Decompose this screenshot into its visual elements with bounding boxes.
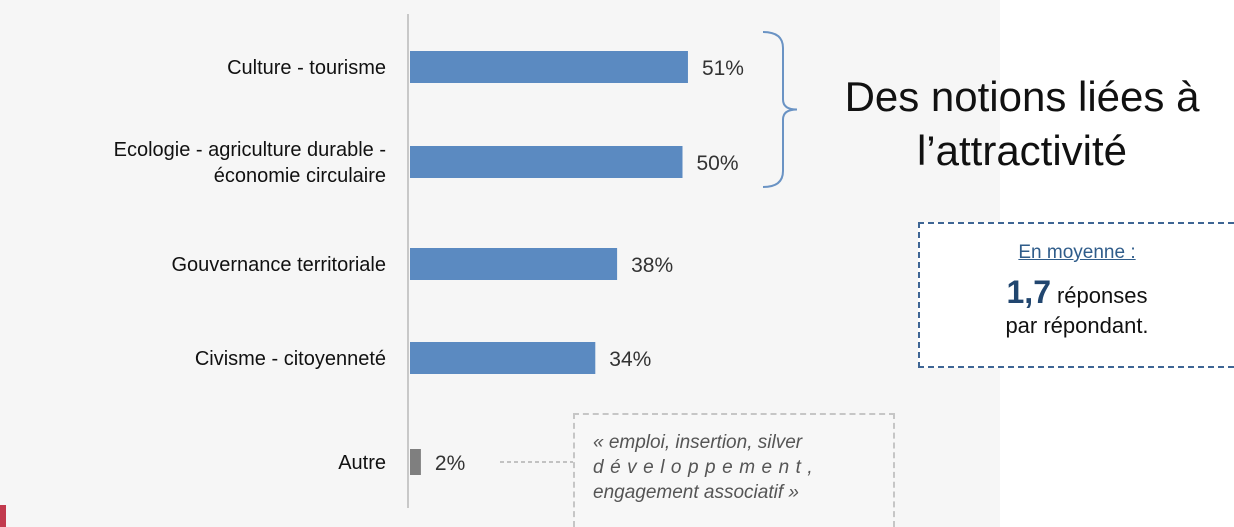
average-title: En moyenne : — [1018, 242, 1136, 263]
bar-2 — [410, 248, 618, 280]
average-line: 1,7 réponses — [920, 274, 1234, 311]
bar-0 — [410, 51, 688, 83]
value-label-0: 51% — [702, 57, 744, 80]
quote-box: « emploi, insertion, silver développemen… — [573, 413, 895, 527]
category-label-2: Gouvernance territoriale — [171, 254, 386, 276]
category-label-4-line-0: Autre — [338, 452, 386, 474]
category-label-1-line-0: Ecologie - agriculture durable - — [114, 139, 386, 161]
value-label-3: 34% — [609, 348, 651, 371]
value-label-4: 2% — [435, 452, 465, 475]
bar-4 — [410, 449, 421, 475]
category-label-4: Autre — [338, 452, 386, 474]
grouping-bracket — [762, 31, 798, 188]
average-unit: réponses — [1056, 283, 1148, 308]
quote-line-3: engagement associatif » — [593, 482, 799, 503]
bars-layer: 51% Culture - tourisme 50% Ecologie - agric… — [114, 31, 798, 475]
headline-line-2: l’attractivité — [916, 127, 1128, 174]
average-box: En moyenne : 1,7 réponses par répondant. — [918, 222, 1234, 368]
quote-line-1: « emploi, insertion, silver — [593, 432, 803, 453]
value-label-1: 50% — [697, 152, 739, 175]
category-label-1: Ecologie - agriculture durable - économie… — [114, 139, 386, 187]
category-label-0-line-0: Culture - tourisme — [227, 57, 386, 79]
category-label-0: Culture - tourisme — [227, 57, 386, 79]
bar-3 — [410, 342, 596, 374]
quote-line-2: développement, — [593, 457, 820, 478]
category-label-3: Civisme - citoyenneté — [195, 348, 386, 370]
bar-1 — [410, 146, 683, 178]
headline-line-1: Des notions liées à — [844, 73, 1200, 120]
average-subtitle: par répondant. — [1005, 313, 1149, 338]
bottom-accent-bar — [0, 505, 6, 527]
value-label-2: 38% — [631, 254, 673, 277]
category-label-1-line-1: économie circulaire — [214, 165, 386, 187]
headline: Des notions liées à l’attractivité — [822, 70, 1222, 178]
average-value: 1,7 — [1006, 274, 1051, 310]
category-label-2-line-0: Gouvernance territoriale — [171, 254, 386, 276]
category-label-3-line-0: Civisme - citoyenneté — [195, 348, 386, 370]
